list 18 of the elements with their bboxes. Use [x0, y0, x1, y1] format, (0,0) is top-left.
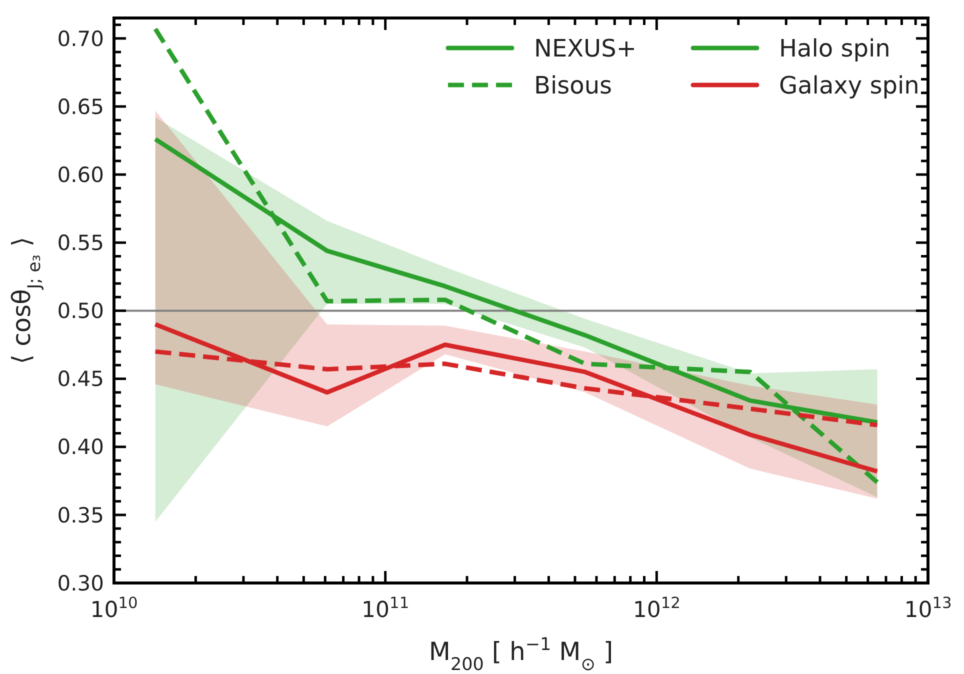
legend-label: Galaxy spin: [779, 71, 920, 100]
y-tick-label: 0.70: [57, 26, 104, 51]
y-tick-label: 0.50: [57, 299, 104, 324]
x-axis-title: M$_{200}$ [ h$^{−1}$ M$_{⊙}$ ]: [428, 635, 614, 674]
x-tick-label: 10$^{12}$: [632, 594, 680, 623]
y-tick-label: 0.30: [57, 571, 104, 596]
y-tick-label: 0.40: [57, 435, 104, 460]
y-tick-label: 0.55: [57, 230, 104, 255]
legend-label: NEXUS+: [534, 34, 636, 62]
y-tick-label: 0.60: [57, 162, 104, 187]
x-tick-label: 10$^{10}$: [90, 594, 138, 623]
y-tick-label: 0.65: [57, 94, 104, 119]
legend-label: Bisous: [534, 71, 612, 100]
y-tick-label: 0.45: [57, 367, 104, 392]
x-tick-label: 10$^{13}$: [904, 594, 952, 623]
y-tick-label: 0.35: [57, 503, 104, 528]
x-tick-label: 10$^{11}$: [362, 594, 410, 623]
annotation: Halo spin: [779, 34, 890, 62]
